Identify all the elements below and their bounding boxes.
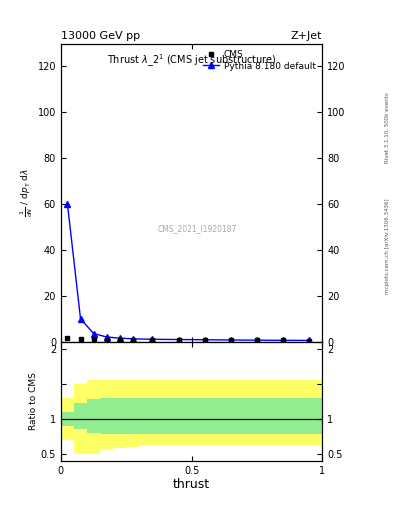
CMS <box>255 337 259 344</box>
Text: mcplots.cern.ch [arXiv:1306.3436]: mcplots.cern.ch [arXiv:1306.3436] <box>385 198 389 293</box>
Pythia 8.180 default <box>281 337 285 344</box>
Y-axis label: Ratio to CMS: Ratio to CMS <box>29 372 38 430</box>
CMS <box>118 337 122 343</box>
Text: Rivet 3.1.10, 500k events: Rivet 3.1.10, 500k events <box>385 93 389 163</box>
Pythia 8.180 default <box>150 336 155 343</box>
CMS <box>176 337 181 343</box>
Pythia 8.180 default <box>91 330 96 336</box>
CMS <box>91 336 96 343</box>
Text: 13000 GeV pp: 13000 GeV pp <box>61 31 140 41</box>
Pythia 8.180 default <box>118 335 122 341</box>
Y-axis label: $\frac{1}{\mathrm{d}N}$ / $\mathrm{d}p_\mathrm{T}$ $\mathrm{d}\lambda$: $\frac{1}{\mathrm{d}N}$ / $\mathrm{d}p_\… <box>18 168 35 217</box>
Line: Pythia 8.180 default: Pythia 8.180 default <box>64 201 312 344</box>
Text: CMS_2021_I1920187: CMS_2021_I1920187 <box>157 224 237 233</box>
Legend: CMS, Pythia 8.180 default: CMS, Pythia 8.180 default <box>201 48 318 72</box>
Pythia 8.180 default <box>78 315 83 322</box>
Pythia 8.180 default <box>307 337 312 344</box>
Pythia 8.180 default <box>202 337 207 343</box>
CMS <box>65 335 70 341</box>
X-axis label: thrust: thrust <box>173 478 210 492</box>
Pythia 8.180 default <box>176 336 181 343</box>
CMS <box>228 337 233 344</box>
CMS <box>104 336 109 343</box>
Pythia 8.180 default <box>65 201 70 207</box>
CMS <box>281 337 285 344</box>
CMS <box>78 336 83 342</box>
Pythia 8.180 default <box>104 334 109 340</box>
CMS <box>150 337 155 343</box>
Line: CMS: CMS <box>65 336 312 343</box>
CMS <box>130 337 135 343</box>
Text: Thrust $\lambda\_2^1$ (CMS jet substructure): Thrust $\lambda\_2^1$ (CMS jet substruct… <box>107 52 277 69</box>
Pythia 8.180 default <box>255 337 259 343</box>
Pythia 8.180 default <box>130 336 135 342</box>
Text: Z+Jet: Z+Jet <box>291 31 322 41</box>
CMS <box>307 337 312 344</box>
Pythia 8.180 default <box>228 337 233 343</box>
CMS <box>202 337 207 343</box>
